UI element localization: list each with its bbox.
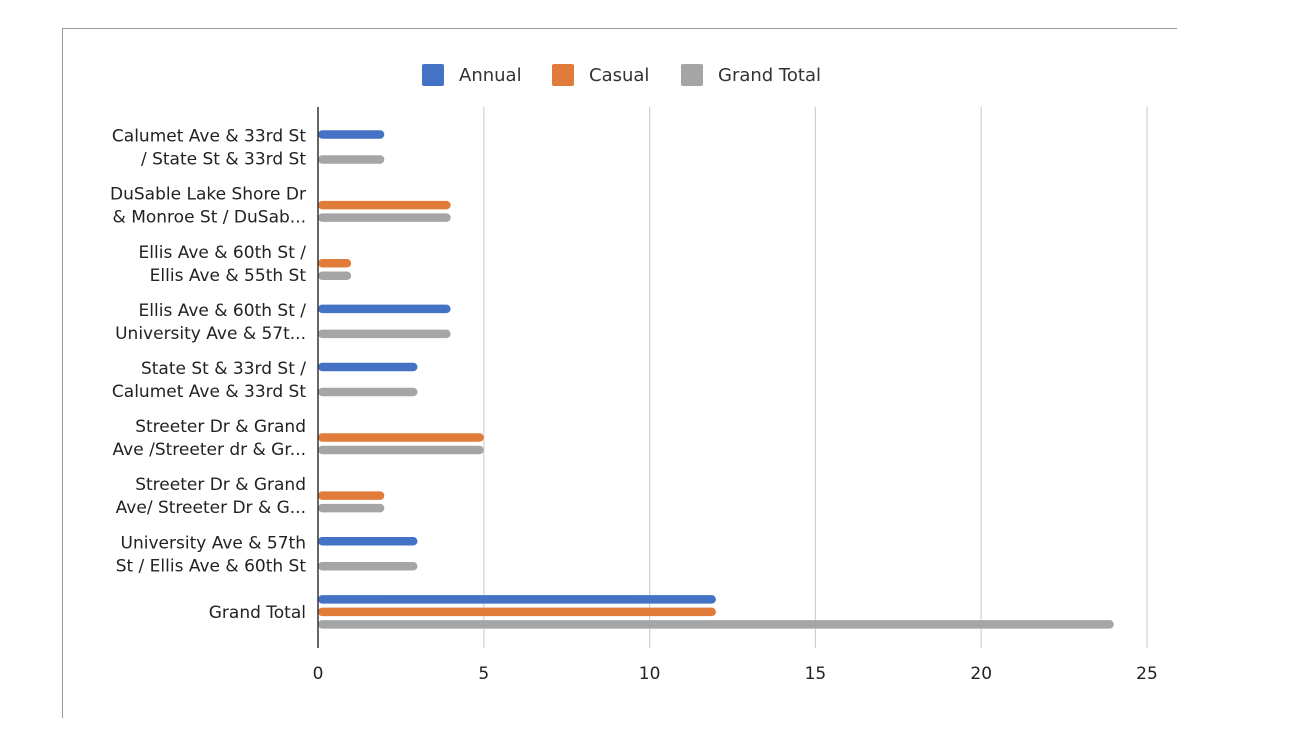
x-tick-label-25: 25 <box>1136 664 1158 684</box>
x-tick-label-20: 20 <box>970 664 992 684</box>
x-tick-label-5: 5 <box>478 664 489 684</box>
x-tick-label-15: 15 <box>805 664 827 684</box>
category-label-2-line-1: Ellis Ave & 55th St <box>150 266 307 286</box>
bar-grand-total-2 <box>318 271 352 280</box>
category-label-8-line-0: Grand Total <box>209 603 306 623</box>
bar-grand-total-7 <box>318 562 418 571</box>
bar-annual-4 <box>318 362 418 372</box>
x-tick-labels: 0 5 10 15 20 25 <box>313 664 1158 684</box>
bar-grand-total-4 <box>318 387 418 397</box>
frame-top-border <box>62 28 1177 29</box>
category-label-4-line-0: State St & 33rd St / <box>141 359 306 379</box>
legend-swatch-casual <box>552 64 574 86</box>
category-label-1-line-0: DuSable Lake Shore Dr <box>110 185 306 205</box>
bar-grand-total-5 <box>318 445 484 455</box>
category-label-4-line-1: Calumet Ave & 33rd St <box>112 382 306 402</box>
category-label-1-line-1: & Monroe St / DuSab... <box>113 208 306 228</box>
bar-annual-8 <box>318 595 716 604</box>
bar-grand-total-8 <box>318 620 1114 629</box>
category-label-7-line-1: St / Ellis Ave & 60th St <box>116 556 307 576</box>
x-tick-label-0: 0 <box>313 664 324 684</box>
category-labels: Calumet Ave & 33rd St / State St & 33rd S… <box>110 127 306 623</box>
category-label-3-line-0: Ellis Ave & 60th St / <box>139 301 307 321</box>
legend-label-grand-total: Grand Total <box>718 65 821 86</box>
bar-casual-1 <box>318 200 451 210</box>
category-label-6-line-1: Ave/ Streeter Dr & G... <box>116 498 306 518</box>
category-label-5-line-1: Ave /Streeter dr & Gr... <box>113 440 306 460</box>
category-label-5-line-0: Streeter Dr & Grand <box>135 417 306 437</box>
legend: Annual Casual Grand Total <box>422 64 821 86</box>
bar-casual-8 <box>318 607 716 617</box>
bar-grand-total-1 <box>318 213 451 222</box>
category-label-6-line-0: Streeter Dr & Grand <box>135 475 306 495</box>
legend-label-annual: Annual <box>459 65 522 86</box>
bar-casual-6 <box>318 491 385 500</box>
bar-grand-total-6 <box>318 503 385 513</box>
bars <box>318 130 1114 629</box>
bar-casual-5 <box>318 433 484 442</box>
bar-casual-2 <box>318 259 352 268</box>
legend-swatch-annual <box>422 64 444 86</box>
legend-swatch-grand-total <box>681 64 703 86</box>
category-label-7-line-0: University Ave & 57th <box>121 533 306 553</box>
category-label-3-line-1: University Ave & 57t... <box>115 324 306 344</box>
gridlines <box>483 107 1148 648</box>
bar-annual-3 <box>318 304 451 314</box>
frame-left-border <box>62 28 63 718</box>
legend-label-casual: Casual <box>589 65 649 86</box>
x-tick-label-10: 10 <box>639 664 661 684</box>
category-label-0-line-0: Calumet Ave & 33rd St <box>112 127 306 147</box>
bar-grand-total-0 <box>318 155 385 164</box>
category-label-2-line-0: Ellis Ave & 60th St / <box>139 243 307 263</box>
bar-grand-total-3 <box>318 329 451 339</box>
bar-annual-0 <box>318 130 385 139</box>
bar-annual-7 <box>318 537 418 546</box>
category-label-0-line-1: / State St & 33rd St <box>141 150 306 170</box>
